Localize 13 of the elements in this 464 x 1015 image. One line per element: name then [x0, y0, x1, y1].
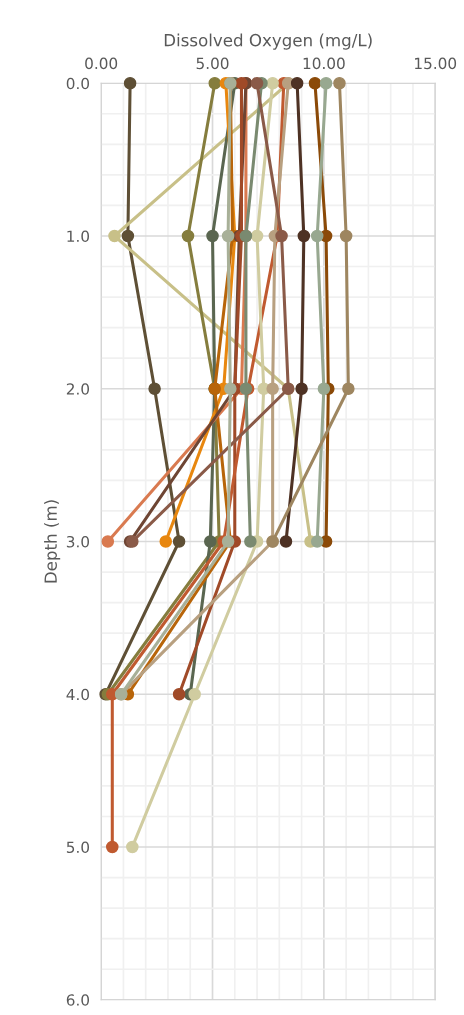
y-tick-label: 2.0 [66, 383, 90, 395]
y-tick-label: 3.0 [66, 535, 90, 548]
x-tick-label: 5.00 [196, 57, 229, 70]
y-axis-title: Depth (m) [44, 500, 61, 583]
x-tick-label: 0.00 [85, 57, 118, 70]
y-tick-label: 1.0 [67, 230, 90, 243]
x-tick-label: 10.00 [303, 57, 345, 70]
x-axis-title: Dissolved Oxygen (mg/L) [164, 33, 372, 50]
x-tick-label: 15.00 [415, 57, 457, 70]
y-tick-label: 0.0 [66, 77, 90, 90]
y-tick-label: 6.0 [66, 994, 90, 1006]
y-tick-label: 5.0 [66, 841, 90, 854]
y-tick-label: 4.0 [66, 688, 90, 701]
